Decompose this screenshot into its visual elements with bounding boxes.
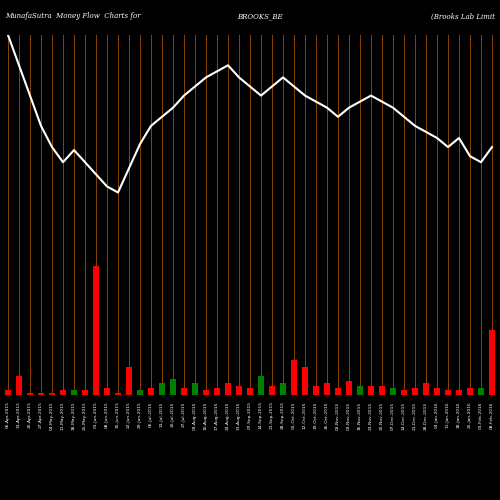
- Bar: [181, 388, 187, 395]
- Bar: [170, 378, 176, 395]
- Bar: [390, 388, 396, 395]
- Bar: [335, 388, 341, 395]
- Bar: [313, 386, 319, 395]
- Text: (Brooks Lab Limit: (Brooks Lab Limit: [431, 12, 495, 20]
- Bar: [236, 386, 242, 395]
- Bar: [357, 386, 363, 395]
- Bar: [71, 390, 77, 395]
- Bar: [82, 390, 88, 395]
- Bar: [93, 266, 99, 395]
- Bar: [258, 376, 264, 395]
- Bar: [192, 384, 198, 395]
- Bar: [324, 384, 330, 395]
- Bar: [467, 388, 473, 395]
- Text: MunafaSutra  Money Flow  Charts for: MunafaSutra Money Flow Charts for: [5, 12, 140, 20]
- Text: BROOKS_BE: BROOKS_BE: [237, 12, 283, 20]
- Bar: [379, 386, 385, 395]
- Bar: [247, 388, 253, 395]
- Bar: [60, 390, 66, 395]
- Bar: [302, 367, 308, 395]
- Bar: [27, 392, 33, 395]
- Bar: [16, 376, 22, 395]
- Bar: [368, 386, 374, 395]
- Bar: [269, 386, 275, 395]
- Bar: [137, 390, 143, 395]
- Bar: [49, 392, 55, 395]
- Bar: [203, 390, 209, 395]
- Bar: [159, 384, 165, 395]
- Bar: [346, 381, 352, 395]
- Bar: [401, 390, 407, 395]
- Bar: [434, 388, 440, 395]
- Bar: [423, 384, 429, 395]
- Bar: [456, 390, 462, 395]
- Bar: [291, 360, 297, 395]
- Bar: [104, 388, 110, 395]
- Bar: [214, 388, 220, 395]
- Bar: [280, 384, 286, 395]
- Bar: [115, 392, 121, 395]
- Bar: [148, 388, 154, 395]
- Bar: [38, 392, 44, 395]
- Bar: [445, 390, 451, 395]
- Bar: [5, 390, 11, 395]
- Bar: [489, 330, 495, 395]
- Bar: [126, 367, 132, 395]
- Bar: [478, 388, 484, 395]
- Bar: [412, 388, 418, 395]
- Bar: [225, 384, 231, 395]
